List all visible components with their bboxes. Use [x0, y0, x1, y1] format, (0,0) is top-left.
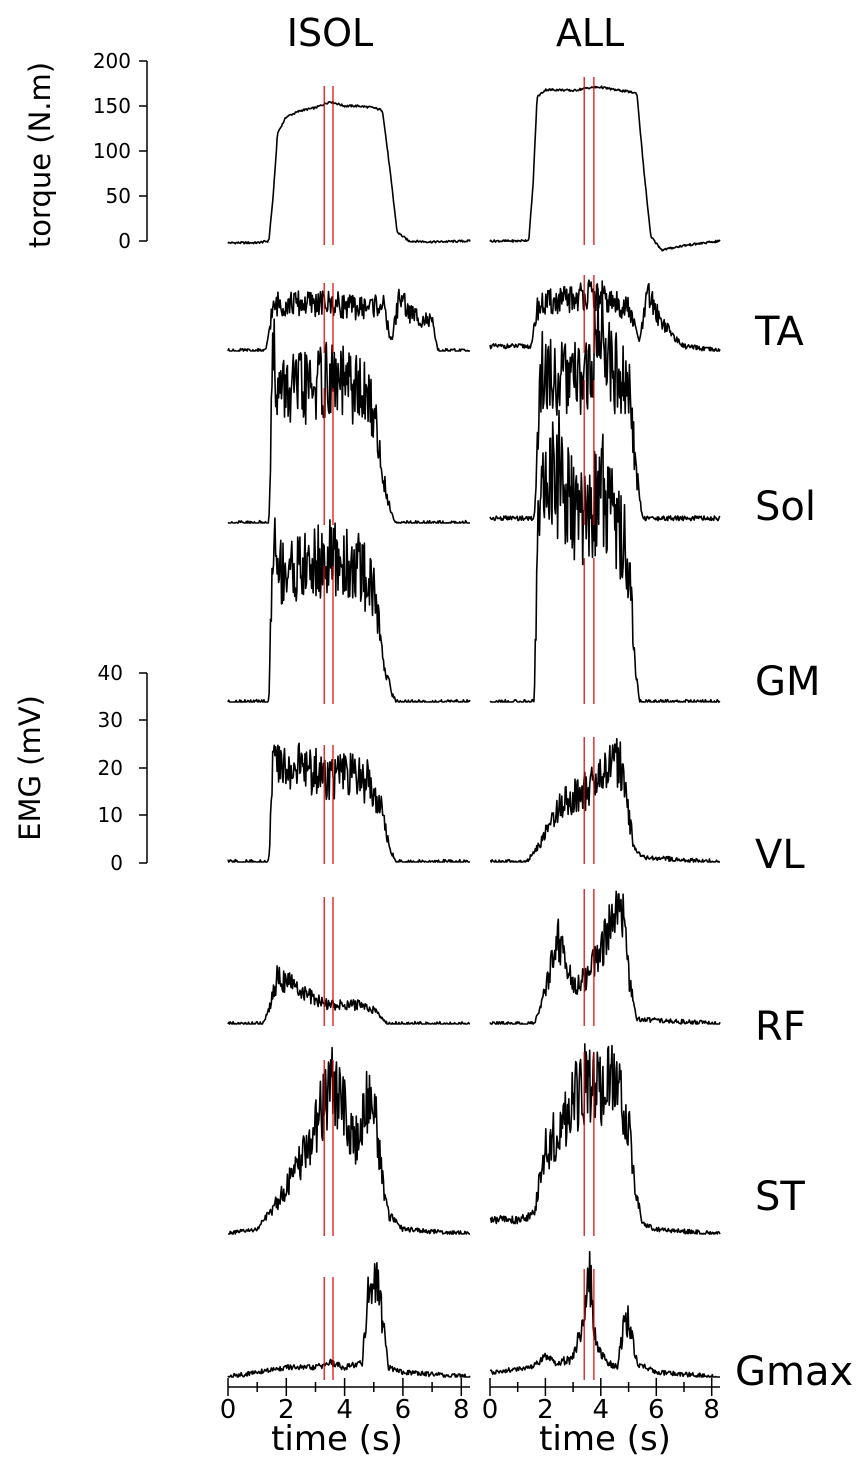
emg-tick-label: 30: [98, 708, 123, 732]
row-label-rf: RF: [755, 1004, 806, 1050]
trace-st-all: [489, 1043, 721, 1235]
row-label-vl: VL: [755, 832, 805, 878]
x-tick-label-isol: 0: [220, 1395, 237, 1425]
x-tick-label-all: 2: [537, 1395, 554, 1425]
emg-tick-label: 10: [98, 803, 123, 827]
x-axis-label-all: time (s): [539, 1419, 671, 1459]
emg-tick-label: 0: [110, 851, 123, 875]
trace-sol-isol: [227, 318, 471, 524]
markers-layer: [323, 77, 595, 1380]
torque-tick-label: 200: [93, 49, 131, 73]
x-tick-label-all: 6: [648, 1395, 665, 1425]
emg-axis-label: EMG (mV): [13, 695, 47, 841]
emg-tick-label: 40: [98, 661, 123, 685]
trace-gmax-isol: [227, 1262, 471, 1378]
x-tick-label-isol: 8: [453, 1395, 470, 1425]
trace-rf-isol: [227, 965, 471, 1025]
row-label-ta: TA: [754, 309, 804, 355]
x-tick-label-isol: 2: [278, 1395, 295, 1425]
torque-tick-label: 50: [106, 184, 131, 208]
trace-torque-isol: [227, 100, 471, 245]
trace-gm-isol: [227, 517, 471, 703]
x-tick-label-all: 8: [703, 1395, 720, 1425]
trace-ta-all: [489, 279, 721, 352]
column-title-isol: ISOL: [287, 11, 373, 55]
x-tick-label-all: 4: [593, 1395, 610, 1425]
torque-tick-label: 150: [93, 94, 131, 118]
row-label-sol: Sol: [755, 484, 816, 530]
row-label-gmax: Gmax: [735, 1349, 853, 1395]
trace-st-isol: [227, 1046, 471, 1235]
trace-sol-all: [489, 280, 721, 522]
torque-axis-label: torque (N.m): [23, 62, 57, 248]
x-tick-label-all: 0: [482, 1395, 499, 1425]
row-label-st: ST: [755, 1174, 805, 1220]
emg-tick-label: 20: [98, 756, 123, 780]
x-tick-label-isol: 4: [336, 1395, 353, 1425]
trace-ta-isol: [227, 288, 471, 352]
traces-layer: [227, 85, 721, 1378]
x-tick-label-isol: 6: [395, 1395, 412, 1425]
row-label-gm: GM: [755, 659, 821, 705]
emg-axis: 40 30 20 10 0 EMG (mV): [13, 661, 148, 875]
trace-torque-all: [489, 85, 721, 252]
column-title-all: ALL: [556, 11, 624, 55]
trace-vl-isol: [227, 742, 471, 863]
torque-axis: 200 150 100 50 0 torque (N.m): [23, 49, 148, 253]
torque-tick-label: 0: [118, 229, 131, 253]
trace-rf-all: [489, 890, 721, 1025]
x-axis-label-isol: time (s): [271, 1419, 403, 1459]
trace-vl-all: [489, 737, 721, 863]
trace-gmax-all: [489, 1250, 721, 1378]
torque-tick-label: 100: [93, 139, 131, 163]
trace-gm-all: [489, 409, 721, 703]
